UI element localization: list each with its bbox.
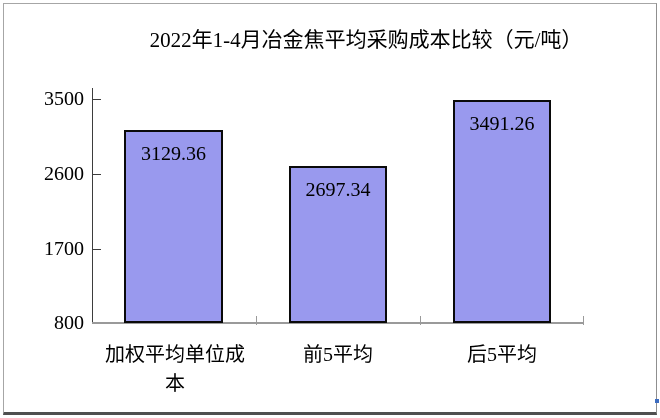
- y-axis-line: [92, 88, 93, 324]
- x-axis-label-bottom5-average: 后5平均: [467, 344, 537, 366]
- x-axis-tick: [420, 316, 421, 325]
- bar-bottom5-average: 3491.26: [453, 100, 551, 323]
- y-axis-label-2600: 2600: [44, 163, 84, 185]
- x-axis-tick: [583, 316, 584, 325]
- bar-value-label: 3129.36: [141, 143, 206, 165]
- bar-top5-average: 2697.34: [289, 166, 387, 323]
- y-axis-label-3500: 3500: [44, 88, 84, 110]
- y-axis-tick: [93, 99, 101, 100]
- y-axis-tick: [93, 174, 101, 175]
- bar-weighted-average-unit-cost: 3129.36: [124, 130, 223, 323]
- x-axis-tick: [256, 316, 257, 325]
- y-axis-label-800: 800: [54, 312, 84, 334]
- y-axis-tick: [93, 249, 101, 250]
- bar-value-label: 2697.34: [305, 179, 371, 201]
- x-axis-label-weighted-average-unit-cost: 加权平均单位成 本: [105, 344, 245, 395]
- x-axis-label-top5-average: 前5平均: [303, 344, 373, 366]
- selection-handle-dot: [655, 399, 659, 403]
- chart-title: 2022年1-4月冶金焦平均采购成本比较（元/吨）: [149, 28, 583, 52]
- bar-value-label: 3491.26: [469, 113, 535, 135]
- y-axis-label-1700: 1700: [44, 238, 84, 260]
- x-axis-line: [92, 322, 584, 324]
